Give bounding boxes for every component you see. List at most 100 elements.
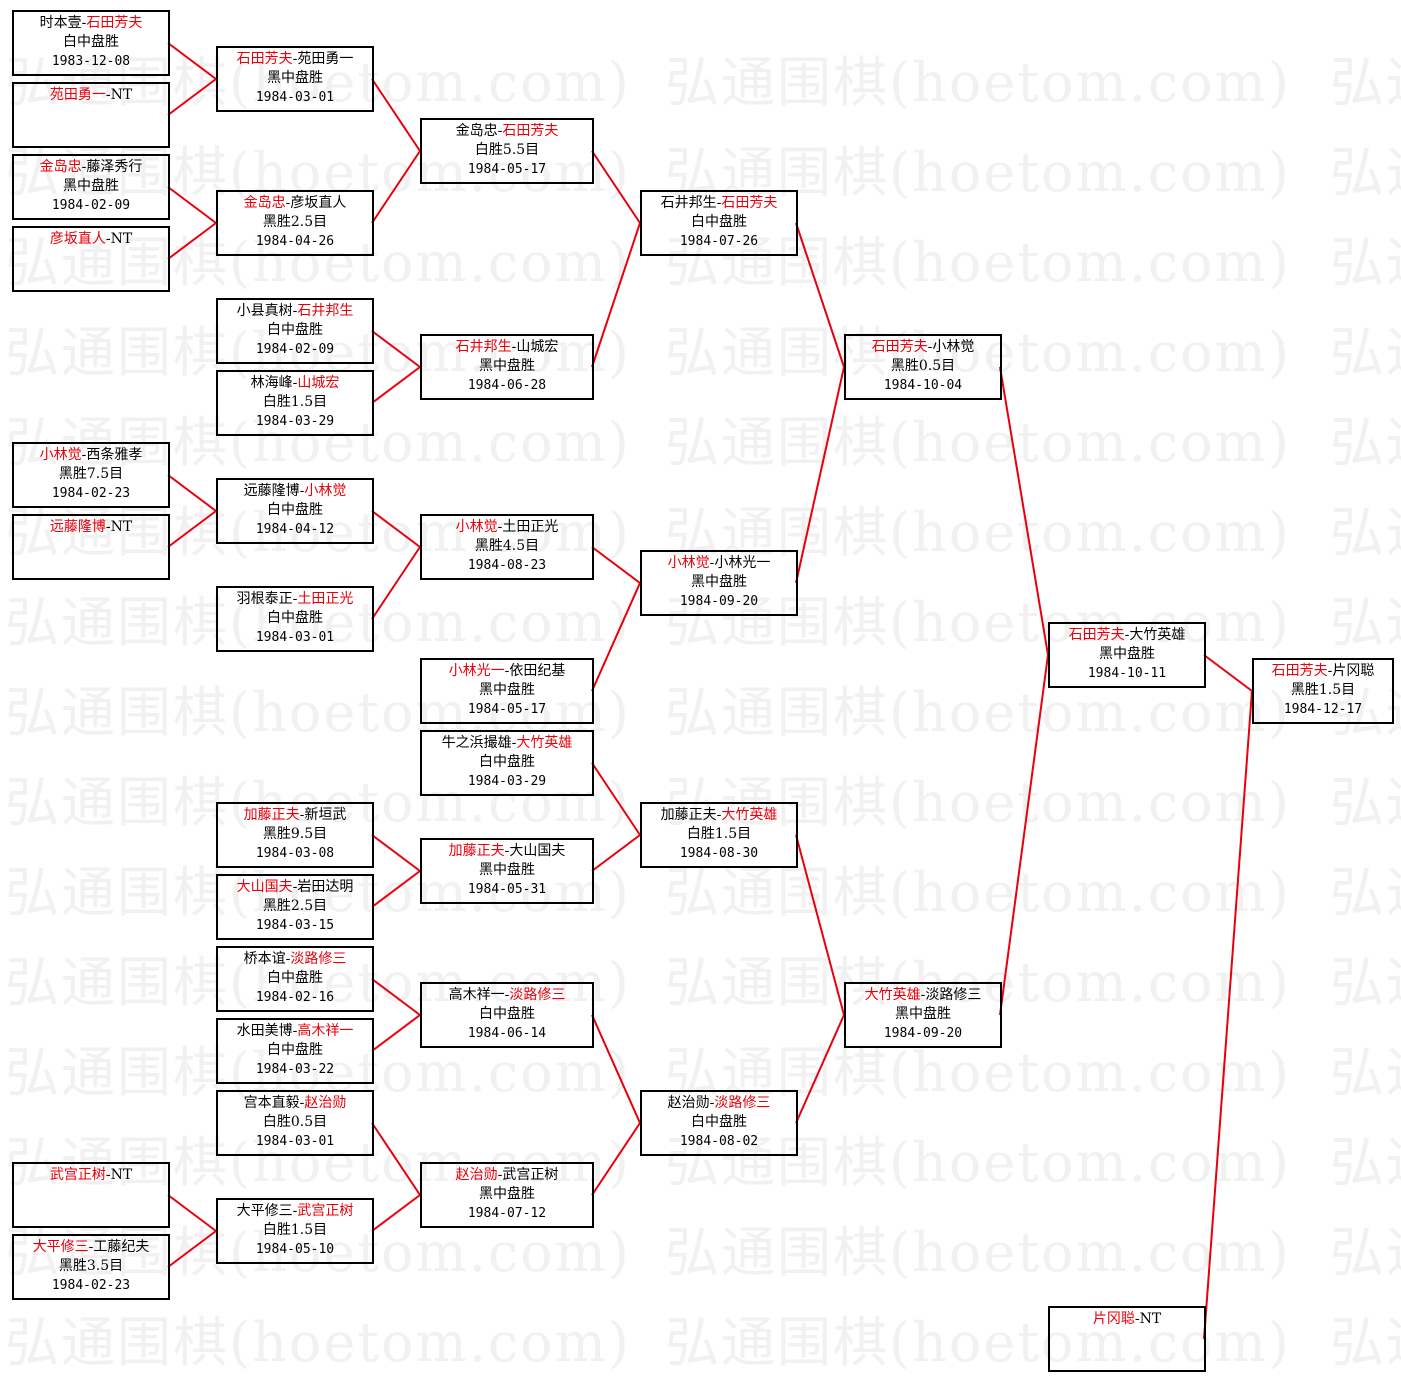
- match-box: 金岛忠-藤泽秀行 黑中盘胜 1984-02-09: [12, 154, 170, 220]
- match-date: 1984-03-29: [255, 414, 335, 429]
- bracket-connector-line: [591, 150, 641, 224]
- player-b: 大竹英雄: [1129, 627, 1186, 643]
- separator: -: [81, 159, 87, 175]
- match-date: 1984-03-01: [255, 1134, 335, 1149]
- separator: -: [285, 951, 291, 967]
- player-a: 金岛忠: [243, 195, 286, 211]
- match-result: 黑中盘胜: [691, 574, 747, 590]
- player-a: 石井邦生: [455, 339, 512, 355]
- match-players: 大平修三-工藤纪夫: [14, 1238, 168, 1257]
- match-box: 金岛忠-彦坂直人 黑胜2.5目 1984-04-26: [216, 190, 374, 256]
- match-box: 加藤正夫-大山国夫 黑中盘胜 1984-05-31: [420, 838, 594, 904]
- player-a: 小林觉: [39, 447, 82, 463]
- match-players: 加藤正夫-大竹英雄: [642, 806, 796, 825]
- match-players: 石田芳夫-苑田勇一: [218, 50, 372, 69]
- bracket-connector-line: [591, 222, 641, 368]
- match-result: 黑中盘胜: [479, 682, 535, 698]
- match-players: 水田美博-高木祥一: [218, 1022, 372, 1041]
- match-result: 白中盘胜: [267, 502, 323, 518]
- match-box: 大竹英雄-淡路修三 黑中盘胜 1984-09-20: [844, 982, 1002, 1048]
- match-date: 1984-12-17: [1283, 702, 1363, 717]
- match-result: 白中盘胜: [267, 322, 323, 338]
- separator: -: [299, 483, 305, 499]
- bracket-connector-line: [371, 1014, 421, 1052]
- match-result: 黑胜4.5目: [474, 538, 540, 554]
- match-date: 1984-05-17: [467, 702, 547, 717]
- bracket-connector-line: [371, 510, 421, 548]
- match-date: 1984-08-02: [679, 1134, 759, 1149]
- separator: -: [81, 447, 87, 463]
- player-b: 藤泽秀行: [86, 159, 143, 175]
- bracket-connector-line: [371, 1122, 421, 1196]
- player-a: 石井邦生: [660, 195, 717, 211]
- match-result: 黑中盘胜: [479, 862, 535, 878]
- player-b: 石田芳夫: [86, 15, 143, 31]
- separator: -: [497, 123, 503, 139]
- match-players: 片冈聪-NT: [1050, 1310, 1204, 1329]
- bracket-connector-line: [591, 1122, 641, 1196]
- match-box: 小林光一-依田纪基 黑中盘胜 1984-05-17: [420, 658, 594, 724]
- player-a: 林海峰: [250, 375, 293, 391]
- match-result: 白中盘胜: [479, 1006, 535, 1022]
- player-b: 淡路修三: [290, 951, 347, 967]
- bracket-connector-line: [167, 42, 217, 80]
- bracket-connector-line: [371, 546, 421, 620]
- match-players: 大平修三-武宫正树: [218, 1202, 372, 1221]
- player-b: 赵治勋: [304, 1095, 347, 1111]
- player-a: 小林觉: [455, 519, 498, 535]
- player-b: 苑田勇一: [297, 51, 354, 67]
- match-date: 1984-06-14: [467, 1026, 547, 1041]
- match-box: 苑田勇一-NT: [12, 82, 170, 148]
- separator: -: [292, 51, 298, 67]
- match-box: 小县真树-石井邦生 白中盘胜 1984-02-09: [216, 298, 374, 364]
- match-result: 黑中盘胜: [267, 70, 323, 86]
- match-date: 1984-03-01: [255, 90, 335, 105]
- match-result: 黑胜2.5目: [262, 214, 328, 230]
- bracket-connector-line: [1203, 690, 1253, 1340]
- match-box: 水田美博-高木祥一 白中盘胜 1984-03-22: [216, 1018, 374, 1084]
- match-result: 白中盘胜: [267, 610, 323, 626]
- player-a: 水田美博: [236, 1023, 293, 1039]
- match-players: 牛之浜撮雄-大竹英雄: [422, 734, 592, 753]
- match-box: 高木祥一-淡路修三 白中盘胜 1984-06-14: [420, 982, 594, 1048]
- player-a: 小县真树: [236, 303, 293, 319]
- player-a: 小林光一: [448, 663, 505, 679]
- match-players: 小林觉-小林光一: [642, 554, 796, 573]
- match-date: 1984-02-23: [51, 486, 131, 501]
- separator: -: [105, 1167, 111, 1183]
- match-players: 石田芳夫-大竹英雄: [1050, 626, 1204, 645]
- player-a: 加藤正夫: [243, 807, 300, 823]
- bracket-connector-line: [371, 150, 421, 224]
- separator: -: [292, 375, 298, 391]
- match-result: 黑中盘胜: [895, 1006, 951, 1022]
- player-a: 宫本直毅: [243, 1095, 300, 1111]
- bracket-connector-line: [795, 1014, 845, 1124]
- bracket-connector-line: [167, 1194, 217, 1232]
- match-players: 宫本直毅-赵治勋: [218, 1094, 372, 1113]
- match-box: 小林觉-西条雅孝 黑胜7.5目 1984-02-23: [12, 442, 170, 508]
- player-b: 片冈聪: [1332, 663, 1375, 679]
- separator: -: [88, 1239, 94, 1255]
- match-date: 1984-03-22: [255, 1062, 335, 1077]
- match-box: 时本壹-石田芳夫 白中盘胜 1983-12-08: [12, 10, 170, 76]
- match-players: 小县真树-石井邦生: [218, 302, 372, 321]
- match-box: 牛之浜撮雄-大竹英雄 白中盘胜 1984-03-29: [420, 730, 594, 796]
- separator: -: [292, 303, 298, 319]
- player-a: 小林觉: [667, 555, 710, 571]
- player-b: 新垣武: [304, 807, 347, 823]
- match-box: 羽根泰正-土田正光 白中盘胜 1984-03-01: [216, 586, 374, 652]
- match-box: 彦坂直人-NT: [12, 226, 170, 292]
- separator: -: [1327, 663, 1333, 679]
- match-box: 桥本谊-淡路修三 白中盘胜 1984-02-16: [216, 946, 374, 1012]
- bracket-connector-line: [795, 366, 845, 584]
- match-box: 加藤正夫-大竹英雄 白胜1.5目 1984-08-30: [640, 802, 798, 868]
- match-date: 1984-09-20: [679, 594, 759, 609]
- bracket-connector-line: [591, 546, 641, 584]
- bracket-connector-line: [795, 222, 845, 368]
- bracket-connector-line: [999, 654, 1049, 1016]
- match-result: 黑胜1.5目: [1290, 682, 1356, 698]
- match-box: 石井邦生-山城宏 黑中盘胜 1984-06-28: [420, 334, 594, 400]
- player-a: 金岛忠: [455, 123, 498, 139]
- match-box: 石田芳夫-大竹英雄 黑中盘胜 1984-10-11: [1048, 622, 1206, 688]
